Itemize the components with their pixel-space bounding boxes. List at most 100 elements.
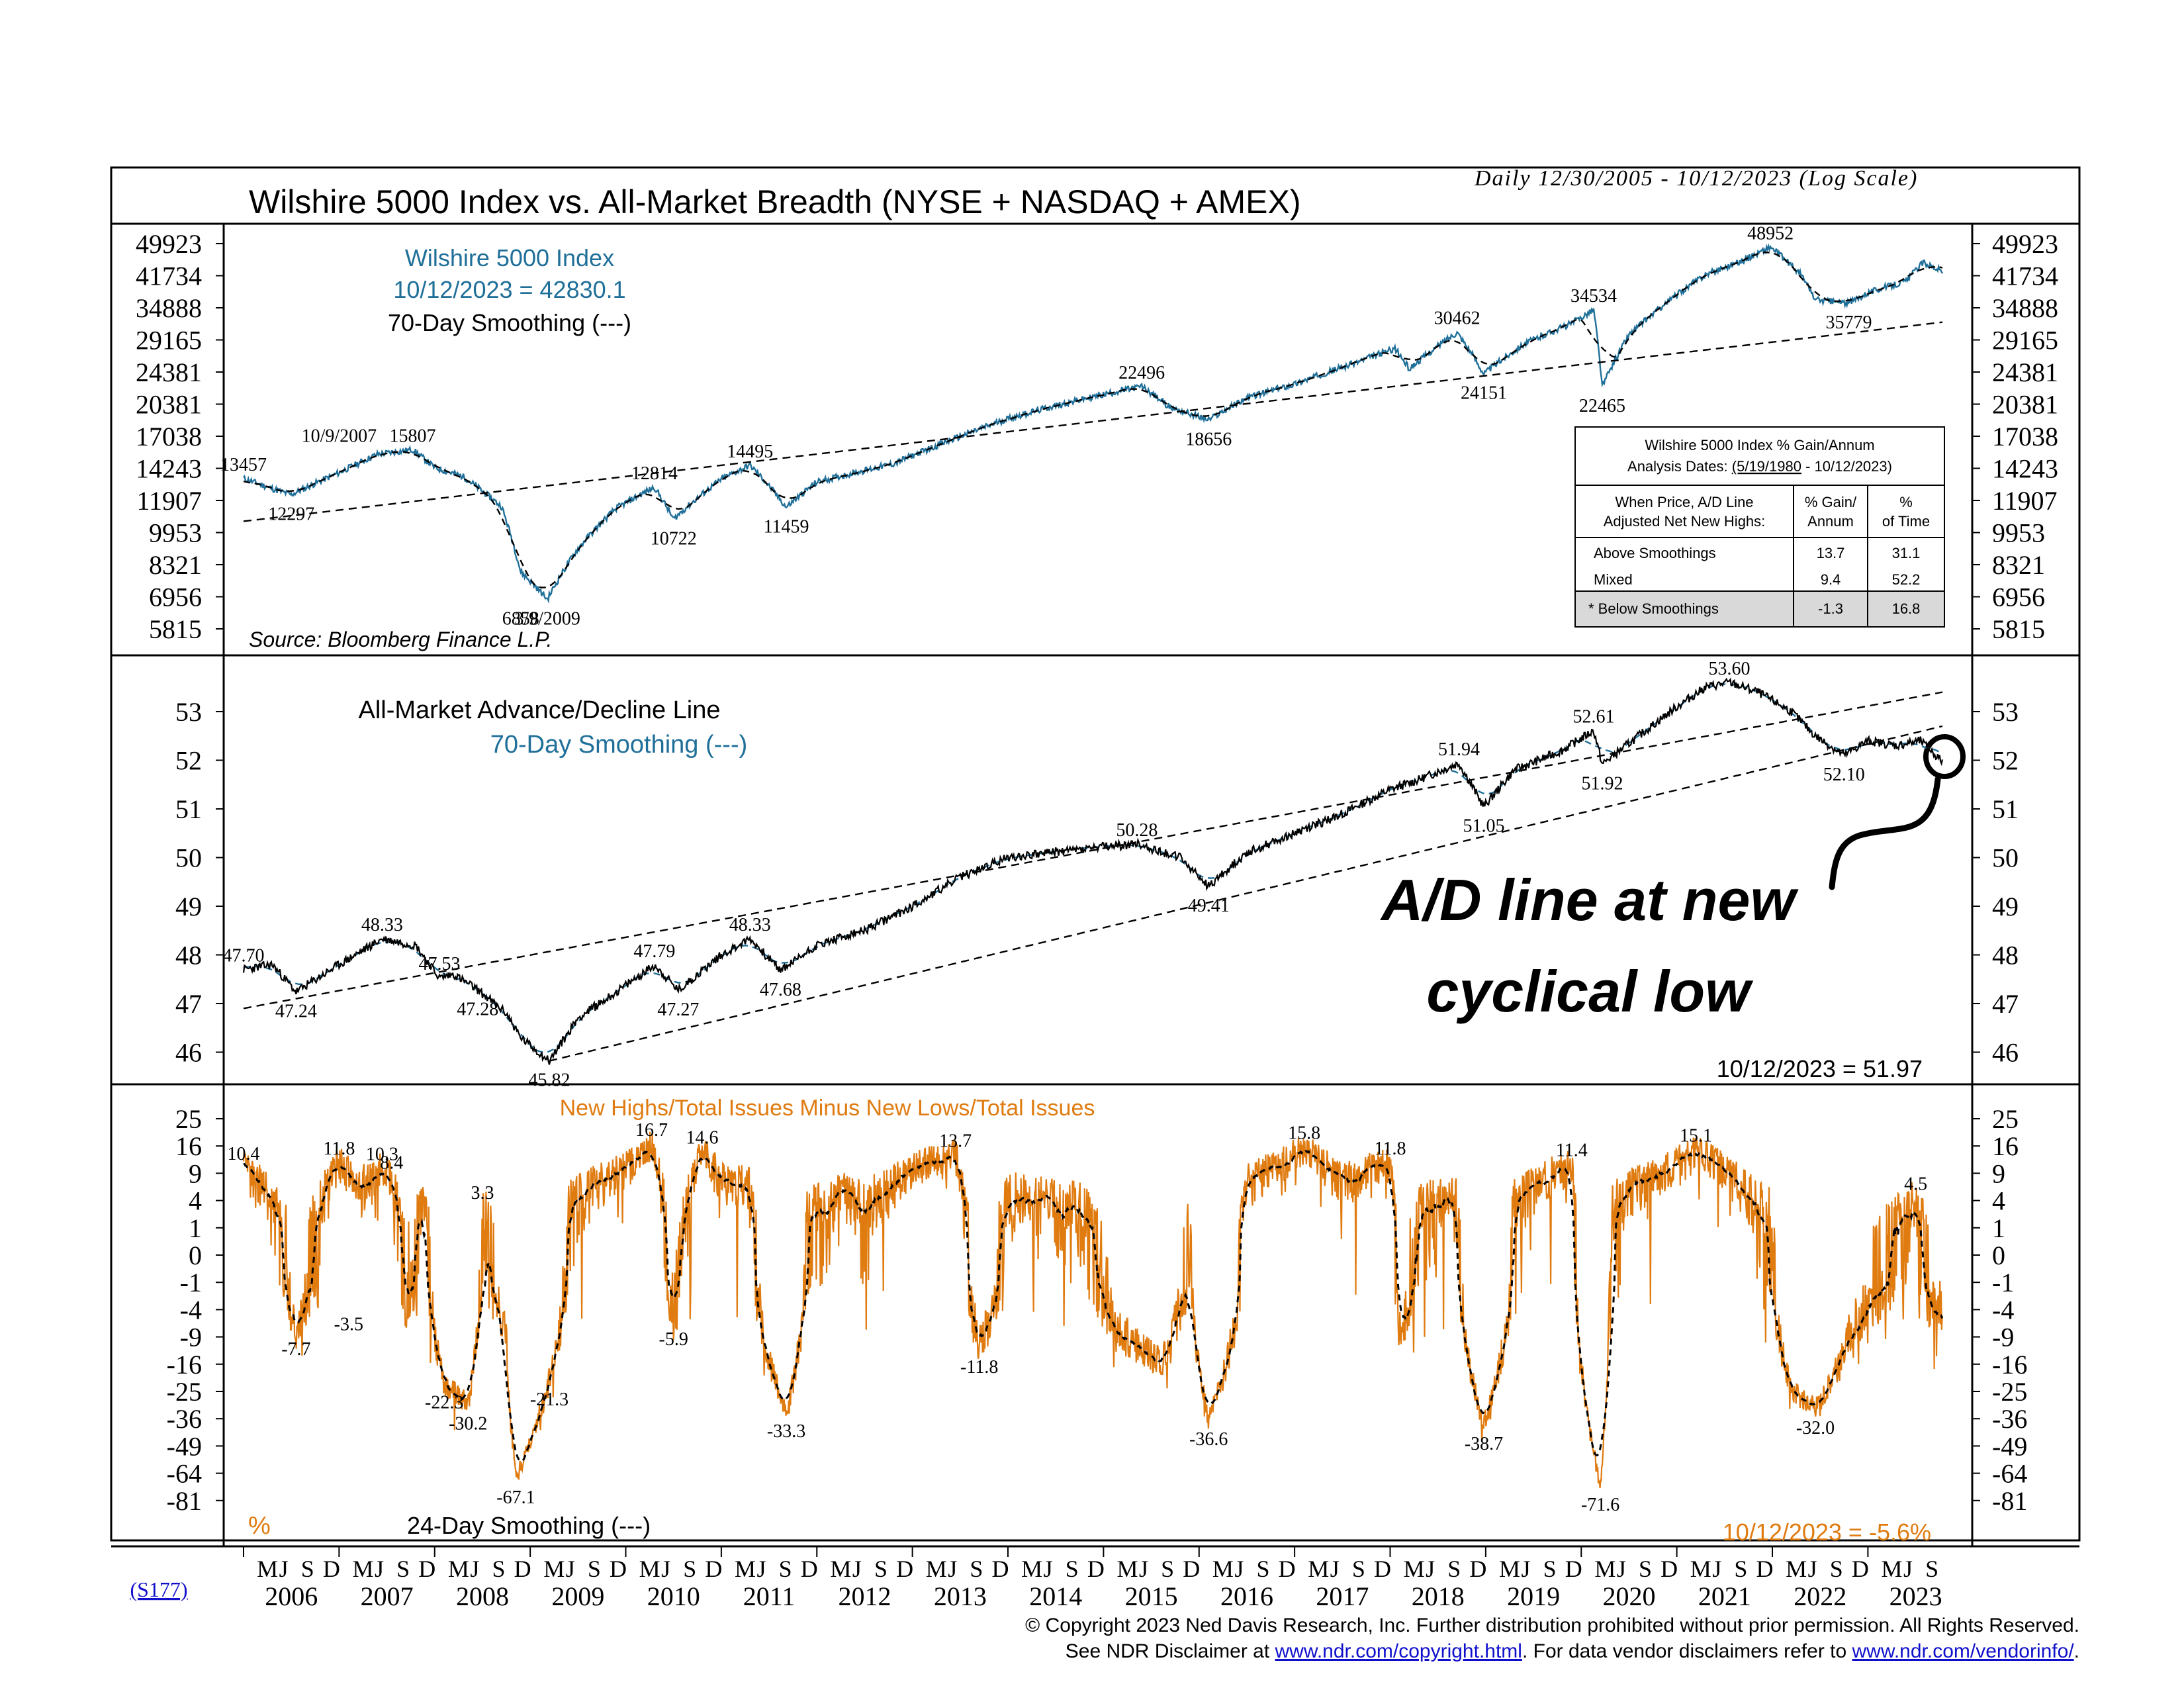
highs-lows-smoothing-line bbox=[243, 1150, 1944, 1463]
copyright-link[interactable]: www.ndr.com/copyright.html bbox=[1275, 1640, 1522, 1662]
mid-y-tick-label-right: 49 bbox=[1992, 892, 2019, 921]
top-y-tick-label: 34888 bbox=[136, 293, 202, 323]
x-month-label: S bbox=[683, 1556, 696, 1582]
bottom-value-label: 10.3 bbox=[366, 1145, 398, 1165]
mid-value-label: 47.24 bbox=[275, 1001, 317, 1021]
mid-y-tick-label: 51 bbox=[175, 794, 202, 824]
mid-current-value: 10/12/2023 = 51.97 bbox=[1717, 1055, 1923, 1082]
vendor-info-link[interactable]: www.ndr.com/vendorinfo/ bbox=[1852, 1640, 2075, 1662]
stats-row-gain: 9.4 bbox=[1821, 571, 1841, 588]
bottom-legend-series: New Highs/Total Issues Minus New Lows/To… bbox=[560, 1096, 1095, 1121]
top-value-label: 3/9/2009 bbox=[514, 608, 580, 629]
bottom-y-tick-label-right: -4 bbox=[1992, 1295, 2014, 1325]
bottom-value-label: -5.9 bbox=[659, 1329, 688, 1350]
bottom-y-tick-label-right: -9 bbox=[1992, 1323, 2014, 1352]
top-y-tick-label: 6956 bbox=[149, 583, 202, 612]
mid-y-tick-label: 48 bbox=[175, 941, 202, 970]
top-y-tick-label-right: 34888 bbox=[1992, 293, 2058, 323]
bottom-y-tick-label: 1 bbox=[189, 1213, 202, 1243]
top-value-label: 10722 bbox=[651, 528, 697, 549]
bottom-value-label: -38.7 bbox=[1465, 1434, 1503, 1454]
top-y-tick-label: 29165 bbox=[136, 326, 202, 355]
x-month-label: S bbox=[1925, 1556, 1938, 1582]
top-legend-smoothing: 70-Day Smoothing (---) bbox=[388, 309, 631, 336]
top-y-tick-label: 17038 bbox=[136, 422, 202, 451]
top-value-label: 24151 bbox=[1461, 383, 1507, 404]
stats-row-time: 52.2 bbox=[1892, 571, 1921, 588]
x-year-label: 2011 bbox=[743, 1581, 796, 1611]
top-value-label: 12814 bbox=[631, 463, 678, 484]
mid-y-tick-label: 50 bbox=[175, 843, 202, 873]
chart-code-link[interactable]: (S177) bbox=[130, 1577, 187, 1601]
top-y-tick-label: 11907 bbox=[136, 486, 202, 516]
bottom-y-tick-label-right: 1 bbox=[1992, 1213, 2005, 1243]
x-month-label: J bbox=[852, 1556, 862, 1582]
top-value-label: 18656 bbox=[1185, 429, 1232, 449]
top-value-label: 22465 bbox=[1579, 396, 1625, 416]
x-month-label: M bbox=[1881, 1556, 1902, 1582]
stats-header-col3-line2: of Time bbox=[1882, 513, 1930, 530]
x-month-label: J bbox=[1234, 1556, 1244, 1582]
stats-header-col2-line1: % Gain/ bbox=[1805, 494, 1857, 510]
mid-y-tick-label-right: 48 bbox=[1992, 941, 2019, 970]
top-value-label: 34534 bbox=[1570, 286, 1617, 306]
annotation-circle bbox=[1923, 734, 1966, 779]
x-month-label: M bbox=[1499, 1556, 1520, 1582]
top-y-tick-label-right: 17038 bbox=[1992, 422, 2058, 451]
bottom-y-tick-label: 25 bbox=[175, 1104, 202, 1134]
bottom-value-label: 16.7 bbox=[635, 1120, 668, 1141]
top-y-tick-label: 41734 bbox=[136, 261, 202, 291]
stats-row-gain: -1.3 bbox=[1818, 600, 1843, 617]
x-month-label: S bbox=[1447, 1556, 1461, 1582]
top-y-tick-label: 49923 bbox=[136, 229, 202, 259]
x-month-label: M bbox=[1690, 1556, 1711, 1582]
top-y-tick-label-right: 6956 bbox=[1992, 583, 2045, 612]
top-value-label: 22496 bbox=[1118, 363, 1165, 383]
x-month-label: D bbox=[1661, 1556, 1678, 1582]
x-month-label: S bbox=[1352, 1556, 1365, 1582]
bottom-value-label: -71.6 bbox=[1581, 1495, 1619, 1515]
bottom-y-tick-label: 4 bbox=[189, 1186, 202, 1216]
x-month-label: J bbox=[279, 1556, 289, 1582]
bottom-value-label: 11.8 bbox=[323, 1139, 355, 1159]
stats-table-shade bbox=[1575, 591, 1944, 627]
x-month-label: J bbox=[1808, 1556, 1817, 1582]
x-month-label: D bbox=[1469, 1556, 1486, 1582]
x-month-label: D bbox=[323, 1556, 340, 1582]
x-month-label: S bbox=[1543, 1556, 1557, 1582]
annotation-pointer bbox=[1829, 776, 1941, 890]
x-year-label: 2009 bbox=[551, 1581, 604, 1611]
x-month-label: D bbox=[991, 1556, 1009, 1582]
bottom-value-label: 10.4 bbox=[228, 1144, 260, 1164]
mid-y-tick-label-right: 47 bbox=[1992, 989, 2019, 1019]
x-month-label: D bbox=[418, 1556, 435, 1582]
mid-value-label: 51.94 bbox=[1438, 739, 1480, 760]
top-y-tick-label-right: 29165 bbox=[1992, 326, 2058, 355]
top-value-label: 13457 bbox=[220, 455, 267, 475]
stats-table: Wilshire 5000 Index % Gain/Annum Analysi… bbox=[1574, 426, 1945, 628]
mid-value-label: 53.60 bbox=[1709, 659, 1751, 679]
annotation-line2: cyclical low bbox=[1426, 959, 1754, 1024]
mid-value-label: 47.27 bbox=[657, 1000, 699, 1020]
mid-value-label: 47.70 bbox=[223, 946, 265, 966]
wilshire-trend-line bbox=[243, 321, 1943, 522]
bottom-value-label: -3.5 bbox=[334, 1315, 363, 1335]
top-value-label: 6858 bbox=[502, 608, 539, 629]
x-month-label: J bbox=[1044, 1556, 1053, 1582]
x-year-label: 2019 bbox=[1507, 1581, 1560, 1611]
bottom-y-tick-label: 16 bbox=[175, 1131, 202, 1161]
x-month-label: J bbox=[1617, 1556, 1626, 1582]
x-month-label: M bbox=[1116, 1556, 1138, 1582]
x-month-label: M bbox=[830, 1556, 851, 1582]
bottom-value-label: 15.8 bbox=[1288, 1123, 1320, 1143]
bottom-y-tick-label-right: 4 bbox=[1992, 1186, 2005, 1216]
highs-lows-series-line bbox=[242, 1131, 1943, 1489]
x-month-label: M bbox=[448, 1556, 469, 1582]
footer-disclaimer: See NDR Disclaimer at www.ndr.com/copyri… bbox=[1066, 1640, 2079, 1662]
bottom-y-tick-label-right: 25 bbox=[1992, 1104, 2019, 1134]
x-month-label: J bbox=[470, 1556, 479, 1582]
bottom-y-tick-label: -81 bbox=[167, 1486, 202, 1516]
x-month-label: M bbox=[352, 1556, 373, 1582]
mid-legend-series: All-Market Advance/Decline Line bbox=[358, 696, 720, 724]
top-value-label: 15807 bbox=[390, 426, 436, 446]
